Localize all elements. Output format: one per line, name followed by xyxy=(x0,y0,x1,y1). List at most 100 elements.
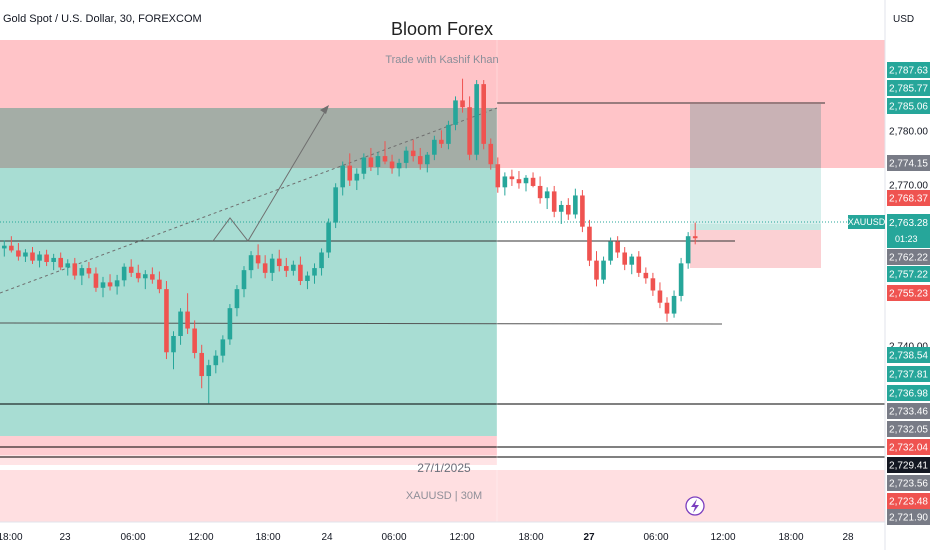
candle-countdown: 01:23 xyxy=(895,234,918,244)
time-tick-label: 12:00 xyxy=(188,532,213,543)
price-label: 2,774.15 xyxy=(887,155,930,171)
svg-text:2,762.22: 2,762.22 xyxy=(889,253,928,264)
candle xyxy=(30,247,35,265)
candle xyxy=(312,263,317,284)
time-tick-label: 24 xyxy=(321,532,333,543)
price-label: 2,738.54 xyxy=(887,347,930,363)
candle xyxy=(622,247,627,271)
drawings xyxy=(0,105,498,294)
candle xyxy=(417,147,423,170)
price-label: 2,732.05 xyxy=(887,421,930,437)
price-label: 2,755.23 xyxy=(887,285,930,301)
candle xyxy=(636,251,642,277)
candle xyxy=(65,259,71,276)
candle xyxy=(587,219,592,267)
candle xyxy=(523,175,529,192)
price-label: 2,736.98 xyxy=(887,385,930,401)
svg-text:2,738.54: 2,738.54 xyxy=(889,351,928,362)
svg-text:2,723.48: 2,723.48 xyxy=(889,497,928,508)
time-tick-label: 18:00 xyxy=(778,532,803,543)
svg-text:2,787.63: 2,787.63 xyxy=(889,66,928,77)
price-label: 2,723.56 xyxy=(887,475,930,491)
candle xyxy=(453,96,458,131)
candle xyxy=(678,257,684,302)
candle xyxy=(573,188,578,219)
brand-title: Bloom Forex xyxy=(391,19,493,39)
candle xyxy=(671,290,677,318)
lightning-icon[interactable] xyxy=(685,496,705,516)
current-symbol-tag xyxy=(848,215,885,229)
svg-text:2,721.90: 2,721.90 xyxy=(889,513,928,524)
candle xyxy=(495,157,501,193)
candle xyxy=(333,183,338,229)
candle xyxy=(150,267,155,284)
candle xyxy=(347,153,353,186)
candle xyxy=(220,335,226,363)
time-tick-label: 18:00 xyxy=(518,532,543,543)
candle xyxy=(594,251,599,287)
candle xyxy=(171,331,176,370)
candle xyxy=(248,251,254,279)
price-label: 2,733.46 xyxy=(887,403,930,419)
candle xyxy=(185,293,190,334)
candle xyxy=(58,252,63,271)
bottom-pink-zone xyxy=(0,436,497,455)
candle xyxy=(298,256,303,286)
candle xyxy=(382,141,388,165)
candle xyxy=(474,80,479,161)
svg-text:2,785.77: 2,785.77 xyxy=(889,84,928,95)
candle xyxy=(227,304,233,345)
candle xyxy=(100,276,106,298)
candle xyxy=(121,263,127,287)
candle xyxy=(206,359,212,404)
svg-text:2,768.37: 2,768.37 xyxy=(889,194,928,205)
candle xyxy=(530,172,536,188)
candle xyxy=(72,257,78,280)
trade-stop-box xyxy=(690,230,821,268)
candle xyxy=(164,281,169,360)
candle xyxy=(467,96,472,161)
candle xyxy=(650,272,656,296)
price-label: 2,785.06 xyxy=(887,98,930,114)
candle xyxy=(157,271,162,294)
candle xyxy=(51,253,56,271)
left-teal-zone xyxy=(0,168,497,436)
horizontal-lines xyxy=(0,40,885,522)
time-tick-label: 27 xyxy=(583,532,595,543)
candle xyxy=(551,185,557,218)
candle xyxy=(178,308,183,345)
price-label: 2,723.48 xyxy=(887,493,930,509)
candle xyxy=(361,153,367,180)
candle xyxy=(537,176,543,204)
time-tick-label: 12:00 xyxy=(710,532,735,543)
current-symbol: XAUUSD xyxy=(848,217,886,227)
candle xyxy=(375,152,381,176)
price-label: 2,737.81 xyxy=(887,366,930,382)
candle xyxy=(502,172,508,196)
right-gray-box xyxy=(690,104,821,168)
candle xyxy=(93,267,99,292)
candle xyxy=(460,78,465,113)
price-label: 2,732.04 xyxy=(887,439,930,455)
svg-text:2,732.04: 2,732.04 xyxy=(889,443,928,454)
price-label: 2,768.37 xyxy=(887,190,930,206)
watermark-date: 27/1/2025 xyxy=(417,461,471,475)
candle xyxy=(544,187,550,210)
svg-text:2,732.05: 2,732.05 xyxy=(889,425,928,436)
candle xyxy=(340,161,345,196)
candle xyxy=(601,256,606,284)
price-label: 2,721.90 xyxy=(887,509,930,525)
candle xyxy=(608,237,613,265)
dashed-trendline xyxy=(0,107,498,294)
candle xyxy=(143,270,148,290)
price-label: 2,729.41 xyxy=(887,457,930,473)
candle xyxy=(692,222,698,245)
time-tick-label: 23 xyxy=(59,532,71,543)
svg-text:2,774.15: 2,774.15 xyxy=(889,159,928,170)
candle xyxy=(481,80,486,150)
time-tick-label: 18:00 xyxy=(0,532,23,543)
svg-text:2,729.41: 2,729.41 xyxy=(889,461,928,472)
left-gray-zone xyxy=(0,108,497,168)
